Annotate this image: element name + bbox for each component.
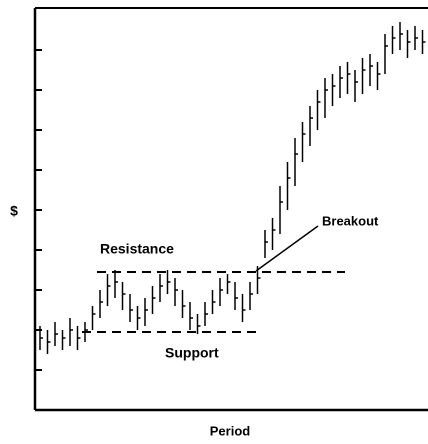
breakout-label: Breakout [322,213,379,228]
x-axis-label: Period [210,423,251,438]
breakout-pointer [255,225,319,272]
resistance-label: Resistance [100,241,174,257]
support-label: Support [165,345,219,361]
y-axis-label: $ [10,203,18,219]
